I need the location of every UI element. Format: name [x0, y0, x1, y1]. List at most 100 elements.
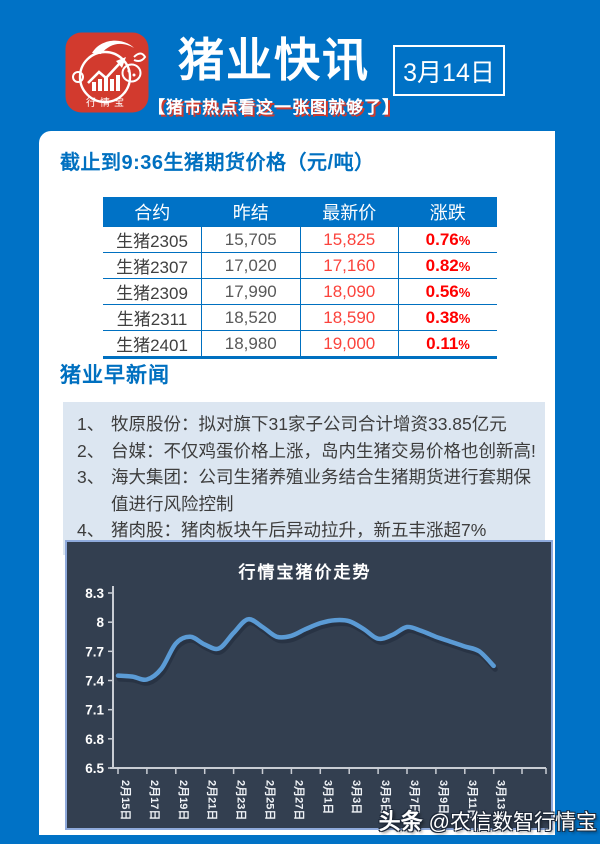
- change-cell: 0.82%: [398, 252, 497, 279]
- news-item-number: 2、: [77, 440, 105, 461]
- x-tick-label: 2月17日: [148, 780, 161, 820]
- date-text: 3月14日: [403, 58, 495, 87]
- y-tick-label: 6.5: [85, 761, 104, 776]
- percent-sign: %: [458, 232, 471, 248]
- pig-right-ear: [133, 52, 147, 62]
- contract-cell: 生猪2305: [103, 226, 202, 253]
- pig-ear-swoosh: [92, 40, 134, 54]
- column-header-prev-settle: 昨结: [201, 197, 300, 227]
- prev-settle-cell: 18,980: [201, 330, 300, 359]
- latest-price-cell: 18,590: [299, 304, 399, 331]
- y-tick-label: 7.1: [85, 703, 104, 718]
- latest-price-cell: 17,160: [299, 252, 399, 279]
- x-tick-label: 2月19日: [177, 780, 190, 820]
- prev-settle-cell: 17,020: [201, 252, 300, 279]
- pig-face-circle: [78, 50, 132, 104]
- news-item-number: 4、: [77, 520, 105, 540]
- chart-title: 行情宝猪价走势: [238, 562, 372, 582]
- trend-arrow: [87, 62, 121, 84]
- watermark-handle: @农信数智行情宝: [428, 811, 597, 834]
- price-trend-chart: 行情宝猪价走势 8.3 8 7.7 7.4 7.1 6.8 6.5 2月15日 2月17日 2月19…: [65, 540, 553, 830]
- change-cell: 0.76%: [398, 226, 497, 253]
- table-header-row: 合约 昨结 最新价 涨跌: [103, 197, 497, 227]
- price-line-shadow: [117, 620, 498, 686]
- futures-table-body: 生猪2305 15,705 15,825 0.76% 生猪2307 17,020…: [103, 226, 497, 359]
- change-value: 0.38: [425, 307, 459, 327]
- x-tick-label: 3月9日: [437, 780, 450, 814]
- table-row: 生猪2307 17,020 17,160 0.82%: [103, 252, 497, 279]
- y-tick-label: 7.4: [85, 674, 104, 689]
- change-value: 0.76: [425, 229, 459, 249]
- page-subtitle: 【猪市热点看这一张图就够了】: [148, 98, 400, 117]
- page-title: 猪业快讯: [178, 34, 370, 86]
- percent-sign: %: [458, 284, 471, 300]
- change-value: 0.56: [425, 281, 459, 301]
- column-header-change: 涨跌: [398, 197, 497, 227]
- x-tick-label: 3月13日: [495, 780, 508, 820]
- change-value: 0.82: [425, 255, 459, 275]
- futures-table: 合约 昨结 最新价 涨跌 生猪2305 15,705 15,825 0.76% …: [103, 197, 497, 359]
- pig-nostril: [127, 69, 131, 73]
- x-tick-label: 2月21日: [206, 780, 219, 820]
- news-item: 2、 台媒：不仅鸡蛋价格上涨，岛内生猪交易价格也创新高!: [67, 438, 539, 465]
- table-row: 生猪2309 17,990 18,090 0.56%: [103, 278, 497, 305]
- prev-settle-cell: 17,990: [201, 278, 300, 305]
- date-badge: 3月14日: [393, 45, 505, 96]
- news-item: 1、 牧原股份：拟对旗下31家子公司合计增资33.85亿元: [67, 411, 539, 438]
- x-tick-label: 2月23日: [235, 780, 248, 820]
- x-tick-label: 3月5日: [379, 780, 392, 814]
- contract-cell: 生猪2307: [103, 252, 202, 279]
- percent-sign: %: [458, 310, 471, 326]
- news-item-number: 1、: [77, 414, 105, 434]
- x-tick-label: 2月15日: [119, 780, 132, 820]
- pig-chart-logo-icon: 行情宝: [65, 32, 149, 113]
- change-cell: 0.11%: [398, 330, 497, 359]
- y-tick-label: 6.8: [85, 732, 104, 747]
- header: 行情宝 猪业快讯 【猪市热点看这一张图就够了】 3月14日: [0, 0, 600, 131]
- news-item-number: 3、: [77, 467, 105, 487]
- y-tick-label: 8.3: [85, 586, 104, 601]
- x-tick-label: 2月27日: [292, 780, 305, 820]
- latest-price-cell: 15,825: [299, 226, 399, 253]
- y-tick-label: 7.7: [85, 644, 104, 659]
- change-value: 0.11: [426, 333, 459, 353]
- percent-sign: %: [458, 336, 470, 352]
- contract-cell: 生猪2311: [103, 304, 202, 331]
- futures-section-heading: 截止到9:36生猪期货价格（元/吨）: [60, 152, 375, 174]
- news-item-text: 牧原股份：拟对旗下31家子公司合计增资33.85亿元: [111, 414, 507, 434]
- content-card: 截止到9:36生猪期货价格（元/吨） 合约 昨结 最新价 涨跌 生猪2305 1…: [39, 131, 555, 835]
- change-cell: 0.56%: [398, 278, 497, 305]
- news-item-text: 海大集团：公司生猪养殖业务结合生猪期货进行套期保值进行风险控制: [111, 467, 531, 514]
- x-tick-label: 2月25日: [264, 780, 277, 820]
- news-list: 1、 牧原股份：拟对旗下31家子公司合计增资33.85亿元 2、 台媒：不仅鸡蛋…: [63, 402, 545, 555]
- news-item-text: 台媒：不仅鸡蛋价格上涨，岛内生猪交易价格也创新高!: [111, 440, 536, 461]
- column-header-latest-price: 最新价: [300, 197, 399, 227]
- x-tick-label: 3月11日: [466, 780, 479, 820]
- logo-text: 行情宝: [86, 96, 128, 109]
- trend-line-chart-svg: 行情宝猪价走势 8.3 8 7.7 7.4 7.1 6.8 6.5 2月15日 2月17日 2月19…: [85, 562, 547, 820]
- contract-cell: 生猪2401: [103, 330, 202, 359]
- x-tick-label: 3月1日: [321, 780, 334, 814]
- table-row: 生猪2305 15,705 15,825 0.76%: [103, 226, 497, 253]
- table-row: 生猪2401 18,980 19,000 0.11%: [103, 330, 497, 359]
- trend-arrowhead: [116, 57, 126, 68]
- price-line: [115, 616, 496, 683]
- prev-settle-cell: 18,520: [201, 304, 300, 331]
- pig-snout: [121, 63, 142, 83]
- change-cell: 0.38%: [398, 304, 497, 331]
- x-tick-label: 3月3日: [350, 780, 363, 814]
- pig-nostril: [132, 73, 136, 77]
- news-item: 4、 猪肉股：猪肉板块午后异动拉升，新五丰涨超7%: [67, 517, 539, 544]
- futures-table-head: 合约 昨结 最新价 涨跌: [103, 197, 497, 227]
- watermark: 头条 @农信数智行情宝: [379, 804, 597, 836]
- app-logo: 行情宝: [65, 32, 149, 113]
- news-item: 3、 海大集团：公司生猪养殖业务结合生猪期货进行套期保值进行风险控制: [67, 464, 539, 517]
- news-section-heading: 猪业早新闻: [60, 363, 170, 387]
- column-header-contract: 合约: [103, 197, 202, 227]
- prev-settle-cell: 15,705: [201, 226, 300, 253]
- y-tick-label: 8: [96, 615, 104, 630]
- contract-cell: 生猪2309: [103, 278, 202, 305]
- table-row: 生猪2311 18,520 18,590 0.38%: [103, 304, 497, 331]
- news-item-text: 猪肉股：猪肉板块午后异动拉升，新五丰涨超7%: [111, 520, 487, 540]
